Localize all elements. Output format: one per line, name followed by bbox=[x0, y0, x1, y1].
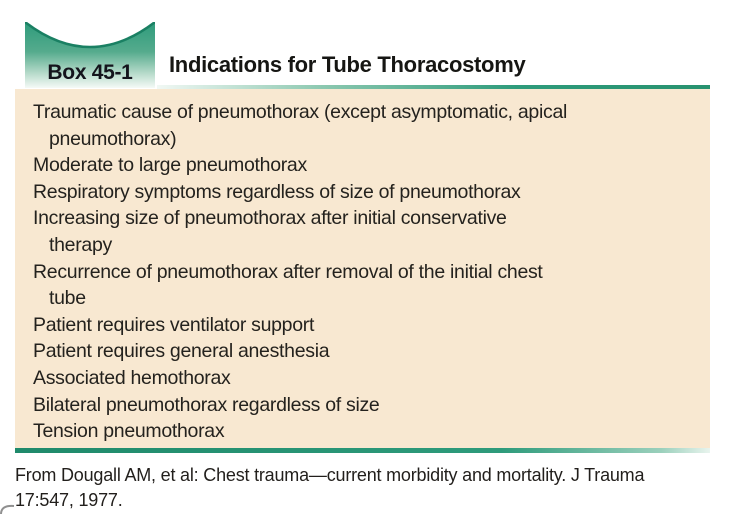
corner-artifact bbox=[0, 502, 16, 515]
indication-item: Traumatic cause of pneumothorax (except … bbox=[33, 101, 568, 123]
indication-line-continuation: tube bbox=[49, 287, 86, 310]
box-number-label: Box 45-1 bbox=[47, 61, 133, 84]
indications-box: Traumatic cause of pneumothorax (except … bbox=[15, 89, 710, 448]
indications-list: Traumatic cause of pneumothorax (except … bbox=[33, 99, 696, 445]
citation-line-1: From Dougall AM, et al: Chest trauma—cur… bbox=[15, 465, 645, 485]
indication-item: Bilateral pneumothorax regardless of siz… bbox=[33, 393, 380, 416]
citation: From Dougall AM, et al: Chest trauma—cur… bbox=[15, 463, 725, 512]
indication-item: Patient requires ventilator support bbox=[33, 313, 315, 336]
indication-item: Tension pneumothorax bbox=[33, 420, 225, 443]
indication-line-continuation: therapy bbox=[49, 233, 112, 256]
indication-item: Increasing size of pneumothorax after in… bbox=[33, 207, 507, 230]
indication-item: Patient requires general anesthesia bbox=[33, 340, 330, 363]
bottom-rule bbox=[15, 448, 710, 453]
box-title: Indications for Tube Thoracostomy bbox=[169, 52, 526, 77]
citation-line-2: 17:547, 1977. bbox=[15, 489, 123, 510]
indication-item: Recurrence of pneumothorax after removal… bbox=[33, 260, 543, 283]
title-rule bbox=[157, 85, 710, 89]
indication-item: Moderate to large pneumothorax bbox=[33, 154, 307, 177]
indication-item: Associated hemothorax bbox=[33, 366, 231, 389]
indication-line-continuation: pneumothorax) bbox=[49, 127, 177, 150]
indication-item: Respiratory symptoms regardless of size … bbox=[33, 180, 521, 203]
box-number-banner: Box 45-1 bbox=[25, 22, 155, 88]
banner-ribbon-shape bbox=[25, 22, 155, 88]
